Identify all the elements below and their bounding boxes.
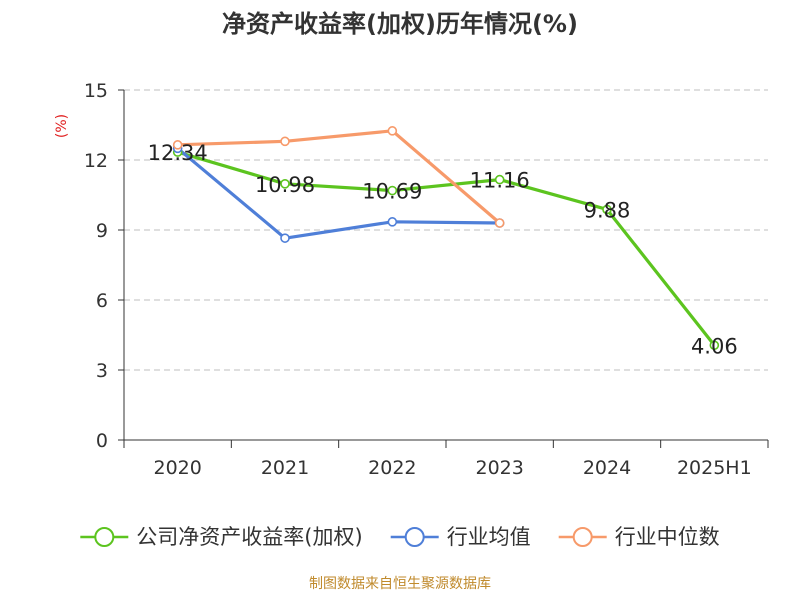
data-point: [602, 204, 612, 215]
data-point: [280, 179, 290, 189]
data-label: 11.16: [470, 169, 530, 193]
data-point: [387, 126, 398, 136]
x-tick-label: 2021: [261, 457, 309, 479]
legend-marker-circle: [404, 527, 425, 547]
data-label: 9.88: [584, 198, 631, 222]
legend-label: 行业中位数: [615, 525, 720, 549]
data-point: [280, 136, 290, 147]
y-tick-label: 6: [96, 290, 108, 312]
x-tick-label: 2025H1: [677, 457, 752, 479]
data-point: [709, 340, 720, 351]
y-axis-label: (%): [54, 114, 70, 138]
x-tick-label: 2024: [583, 457, 631, 479]
data-point: [494, 218, 505, 228]
y-tick-label: 0: [96, 430, 108, 452]
data-point: [172, 140, 183, 150]
source-note: 制图数据来自恒生聚源数据库: [309, 576, 491, 592]
data-label: 10.69: [362, 180, 422, 204]
data-labels: 12.34 10.98 10.69 11.16 9.88 4.06: [148, 141, 738, 358]
legend-label: 行业均值: [447, 525, 531, 549]
data-point: [387, 185, 398, 196]
legend-marker-circle: [94, 527, 115, 547]
y-tick-label: 9: [96, 220, 108, 242]
axes: 0 3 6 9 12 15 2020 2021 2022 2023 2024 2025H1: [84, 80, 769, 479]
data-label: 4.06: [691, 334, 738, 358]
gridlines: [124, 89, 768, 371]
series-line-2: [176, 129, 502, 225]
y-tick-label: 12: [84, 150, 108, 172]
data-label: 10.98: [255, 173, 315, 197]
legend: 公司净资产收益率(加权) 行业均值 行业中位数: [80, 525, 720, 549]
data-point: [494, 174, 505, 185]
x-tick-label: 2023: [475, 457, 523, 479]
x-tick-label: 2020: [153, 457, 201, 479]
data-point: [280, 233, 290, 243]
series-line-1: [176, 146, 502, 240]
series-line-0: [176, 150, 716, 347]
y-tick-label: 15: [84, 80, 108, 102]
chart-title: 净资产收益率(加权)历年情况(%): [222, 10, 578, 38]
data-point: [387, 217, 398, 227]
x-tick-label: 2022: [368, 457, 416, 479]
data-label: 12.34: [148, 141, 208, 165]
legend-label: 公司净资产收益率(加权): [136, 525, 362, 549]
y-tick-label: 3: [96, 360, 108, 382]
legend-marker-circle: [572, 527, 593, 547]
series-lines: [176, 129, 716, 347]
data-points: [172, 126, 720, 351]
